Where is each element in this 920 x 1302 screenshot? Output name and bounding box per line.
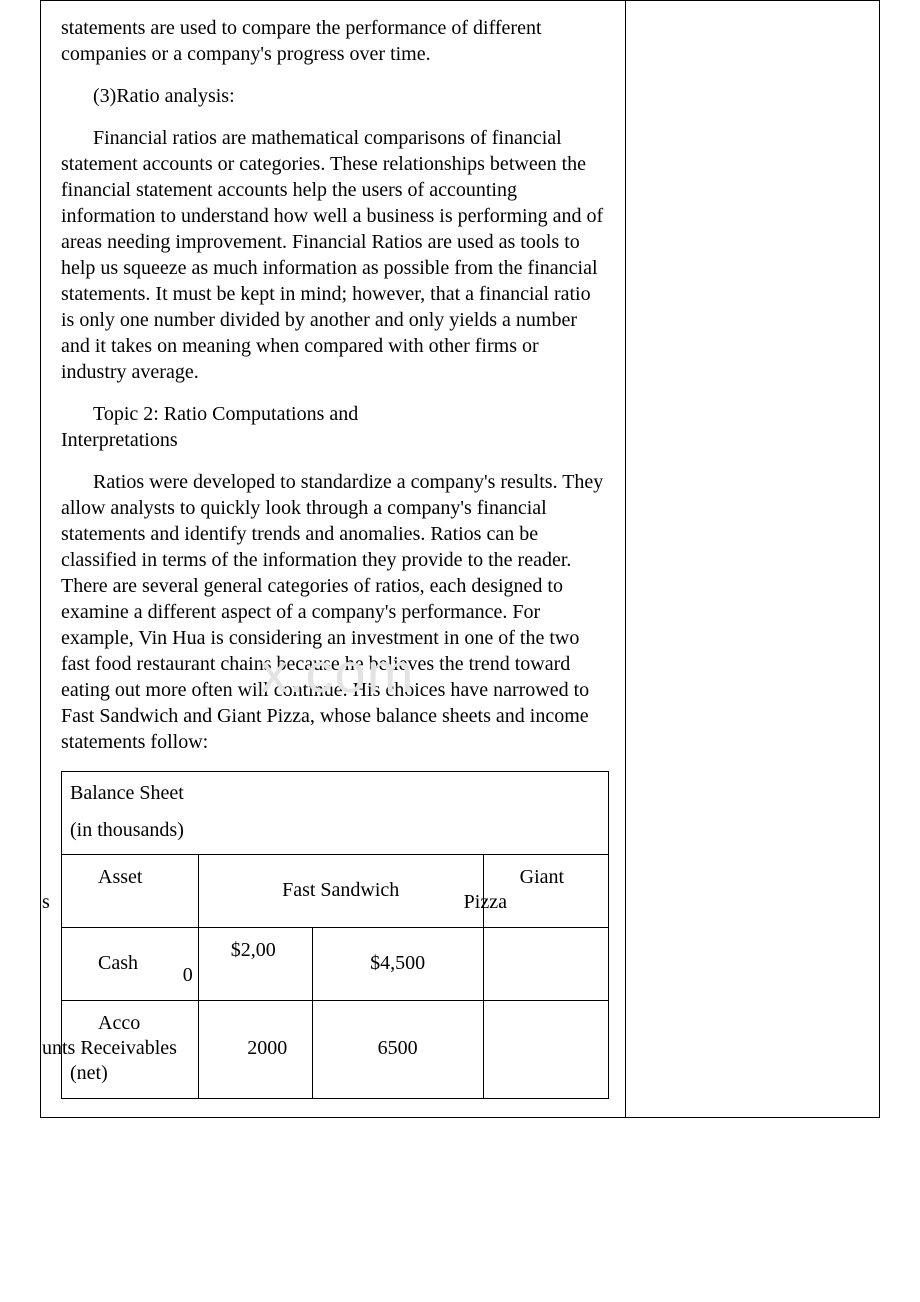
row-cash-gp [483, 928, 608, 1001]
document-frame: statements are used to compare the perfo… [40, 0, 880, 1118]
ar-label-part1: Acco [98, 1012, 140, 1034]
row-ar-fs-col1: 2000 [198, 1001, 312, 1099]
gp-word-part2: Pizza [492, 890, 507, 915]
paragraph-continuation: statements are used to compare the perfo… [61, 15, 605, 67]
cash-fs-part1: $2,00 [231, 939, 276, 961]
row-cash-fs-col1: $2,00 0 [198, 928, 312, 1001]
row-ar-label: Acco unts Receivables (net) [62, 1001, 199, 1099]
ar-label-part2: unts Receivables (net) [70, 1036, 190, 1086]
empty-column [626, 1, 879, 1117]
ratio-analysis-heading: (3)Ratio analysis: [61, 83, 605, 109]
row-cash-label: Cash [62, 928, 199, 1001]
topic-2-body: Ratios were developed to standardize a c… [61, 469, 605, 755]
topic-2-line2: Interpretations [61, 427, 605, 453]
row-cash-fs-col2: $4,500 [312, 928, 483, 1001]
topic-2-heading: Topic 2: Ratio Computations and Interpre… [61, 401, 605, 453]
table-header-giant-pizza: Giant Pizza [483, 855, 608, 928]
table-header-assets: Asset s [62, 855, 199, 928]
table-header-fast-sandwich: Fast Sandwich [198, 855, 483, 928]
ratio-analysis-body: Financial ratios are mathematical compar… [61, 125, 605, 385]
table-title-cell: Balance Sheet (in thousands) [62, 772, 609, 855]
assets-word-part1: Asset [98, 866, 142, 888]
gp-word-part1: Giant [520, 866, 564, 888]
balance-sheet-table: Balance Sheet (in thousands) Asset s Fas… [61, 771, 609, 1099]
table-title-2: (in thousands) [70, 819, 600, 842]
topic-2-line1: Topic 2: Ratio Computations and [61, 401, 605, 427]
table-title-1: Balance Sheet [70, 782, 600, 805]
content-column: statements are used to compare the perfo… [41, 1, 626, 1117]
row-ar-gp [483, 1001, 608, 1099]
row-ar-fs-col2: 6500 [312, 1001, 483, 1099]
